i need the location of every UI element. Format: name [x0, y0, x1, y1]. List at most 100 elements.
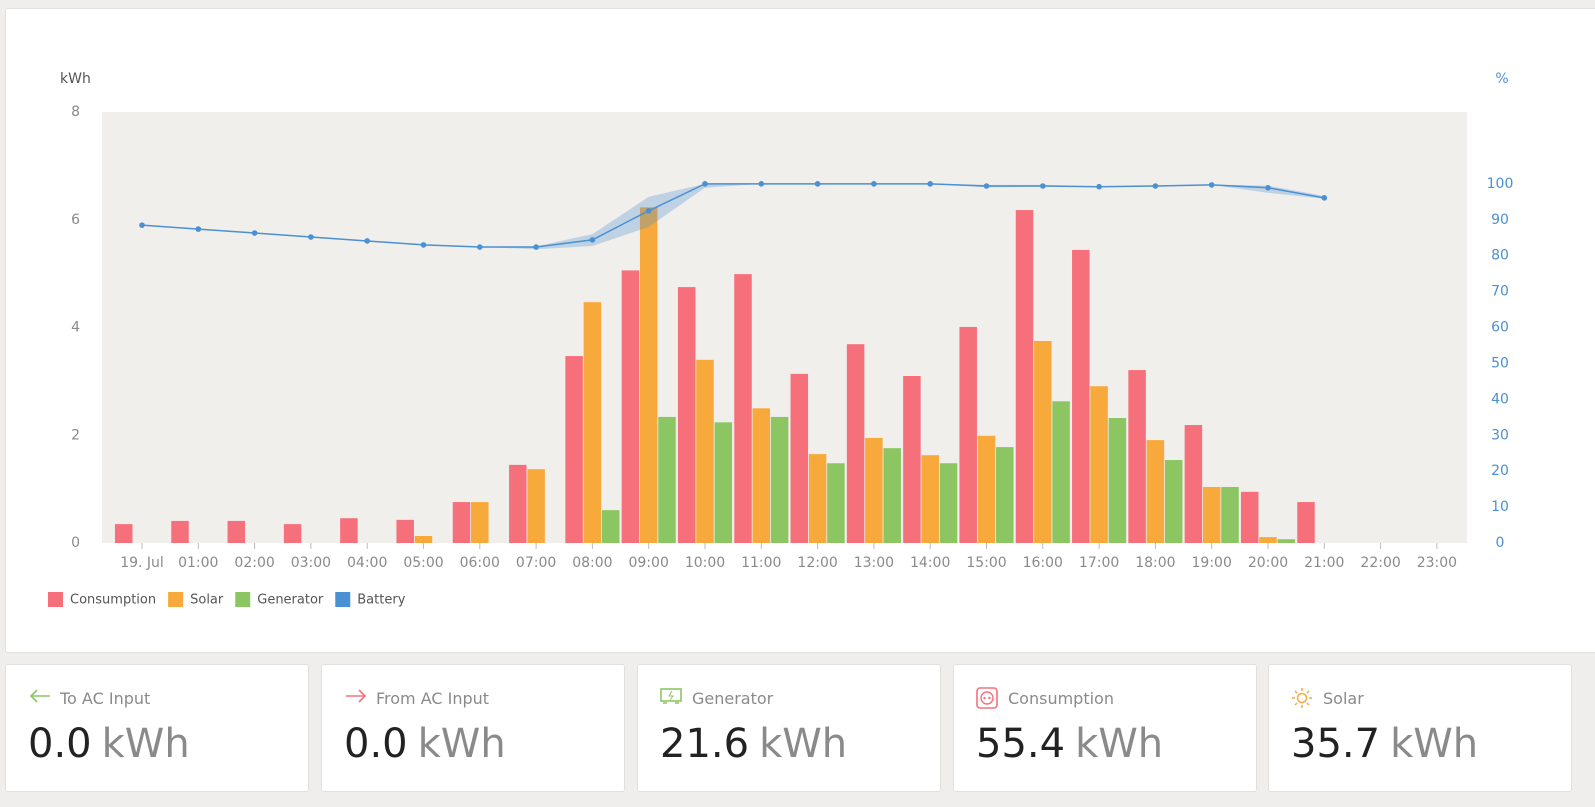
y2-tick-label: 70 [1491, 284, 1509, 300]
icon [660, 688, 682, 704]
point [251, 230, 258, 236]
bar [846, 344, 865, 543]
bar [1072, 249, 1090, 544]
bar [565, 356, 583, 543]
card: From AC Input 0.0 kWh [321, 664, 625, 792]
point [983, 183, 990, 189]
icon [29, 689, 50, 703]
point [814, 181, 821, 187]
bar [734, 274, 752, 543]
unit: kWh [1390, 721, 1479, 767]
bar [414, 535, 433, 543]
unit: kWh [417, 721, 506, 767]
x-tick-label: 05:00 [403, 555, 443, 571]
x-tick-label: 04:00 [347, 555, 387, 571]
x-tick-label: 16:00 [1023, 555, 1063, 571]
bar [601, 510, 620, 543]
card-value: 0.0 kWh [28, 721, 190, 767]
bar [714, 422, 733, 543]
y2-tick-label: 10 [1491, 499, 1509, 515]
line [141, 183, 1325, 248]
point [1321, 195, 1328, 201]
y-tick-label: 0 [71, 535, 80, 551]
value: 0.0 [28, 721, 92, 767]
card-label: Solar [1323, 689, 1364, 708]
x-tick-label: 14:00 [910, 555, 950, 571]
x-tick-label: 22:00 [1360, 555, 1400, 571]
bar [283, 524, 302, 543]
point [533, 244, 539, 250]
bar [996, 447, 1014, 543]
bar [1202, 486, 1221, 543]
point [871, 181, 877, 187]
card-label: Generator [692, 689, 774, 708]
bar [752, 408, 771, 543]
point [364, 238, 371, 244]
point [702, 181, 708, 187]
x-tick-label: 09:00 [629, 555, 669, 571]
y-tick-label: 6 [71, 212, 80, 228]
point [758, 181, 765, 187]
card: Consumption 55.4 kWh [953, 664, 1257, 792]
y2-tick-label: 90 [1491, 212, 1509, 228]
x-tick-label: 19. Jul [120, 555, 164, 571]
x-tick-label: 13:00 [854, 555, 894, 571]
value: 21.6 [660, 721, 750, 767]
y-tick-label: 8 [71, 104, 80, 120]
legend-swatch [168, 592, 184, 607]
legend-swatch [235, 592, 251, 607]
x-tick-label: 01:00 [178, 555, 218, 571]
x-tick-label: 17:00 [1079, 555, 1119, 571]
bar [1146, 440, 1165, 543]
bar [639, 207, 658, 543]
bar [921, 455, 939, 543]
point [139, 222, 145, 228]
x-tick-label: 19:00 [1192, 555, 1232, 571]
bar [883, 448, 901, 543]
value: 55.4 [976, 721, 1066, 767]
x-tick-label: 18:00 [1135, 555, 1175, 571]
icon [976, 687, 998, 709]
point [308, 234, 314, 240]
point [195, 226, 202, 232]
point [1152, 183, 1159, 189]
unit: kWh [1075, 721, 1164, 767]
icon [346, 689, 367, 703]
card-label: Consumption [1008, 689, 1114, 708]
bar [939, 463, 958, 543]
x-tick-label: 03:00 [291, 555, 331, 571]
y-axis-label: kWh [60, 71, 91, 87]
bar [1184, 425, 1203, 543]
bar [583, 302, 602, 543]
x-tick-label: 06:00 [460, 555, 500, 571]
point [927, 181, 933, 187]
bar [171, 520, 189, 543]
x-tick-label: 12:00 [797, 555, 837, 571]
card-value: 21.6 kWh [660, 721, 847, 767]
card-label: To AC Input [60, 689, 151, 708]
bar [1240, 491, 1259, 543]
x-tick-label: 15:00 [966, 555, 1006, 571]
bar [770, 416, 789, 543]
y-tick-label: 2 [71, 427, 80, 443]
bar [1164, 460, 1183, 543]
unit: kWh [759, 721, 848, 767]
icon [1292, 688, 1312, 708]
y2-tick-label: 30 [1491, 427, 1509, 443]
bar [452, 502, 471, 543]
x-tick-label: 21:00 [1304, 555, 1344, 571]
bar [527, 469, 545, 543]
x-tick-label: 20:00 [1248, 555, 1288, 571]
bar [1259, 537, 1277, 543]
y2-tick-label: 80 [1491, 248, 1509, 264]
bar [1297, 502, 1315, 543]
point [420, 242, 427, 248]
bar [1015, 210, 1034, 544]
y2-tick-label: 20 [1491, 463, 1509, 479]
bar [977, 435, 996, 543]
x-tick-label: 23:00 [1417, 555, 1457, 571]
bar [396, 519, 414, 543]
bar [1090, 386, 1108, 543]
